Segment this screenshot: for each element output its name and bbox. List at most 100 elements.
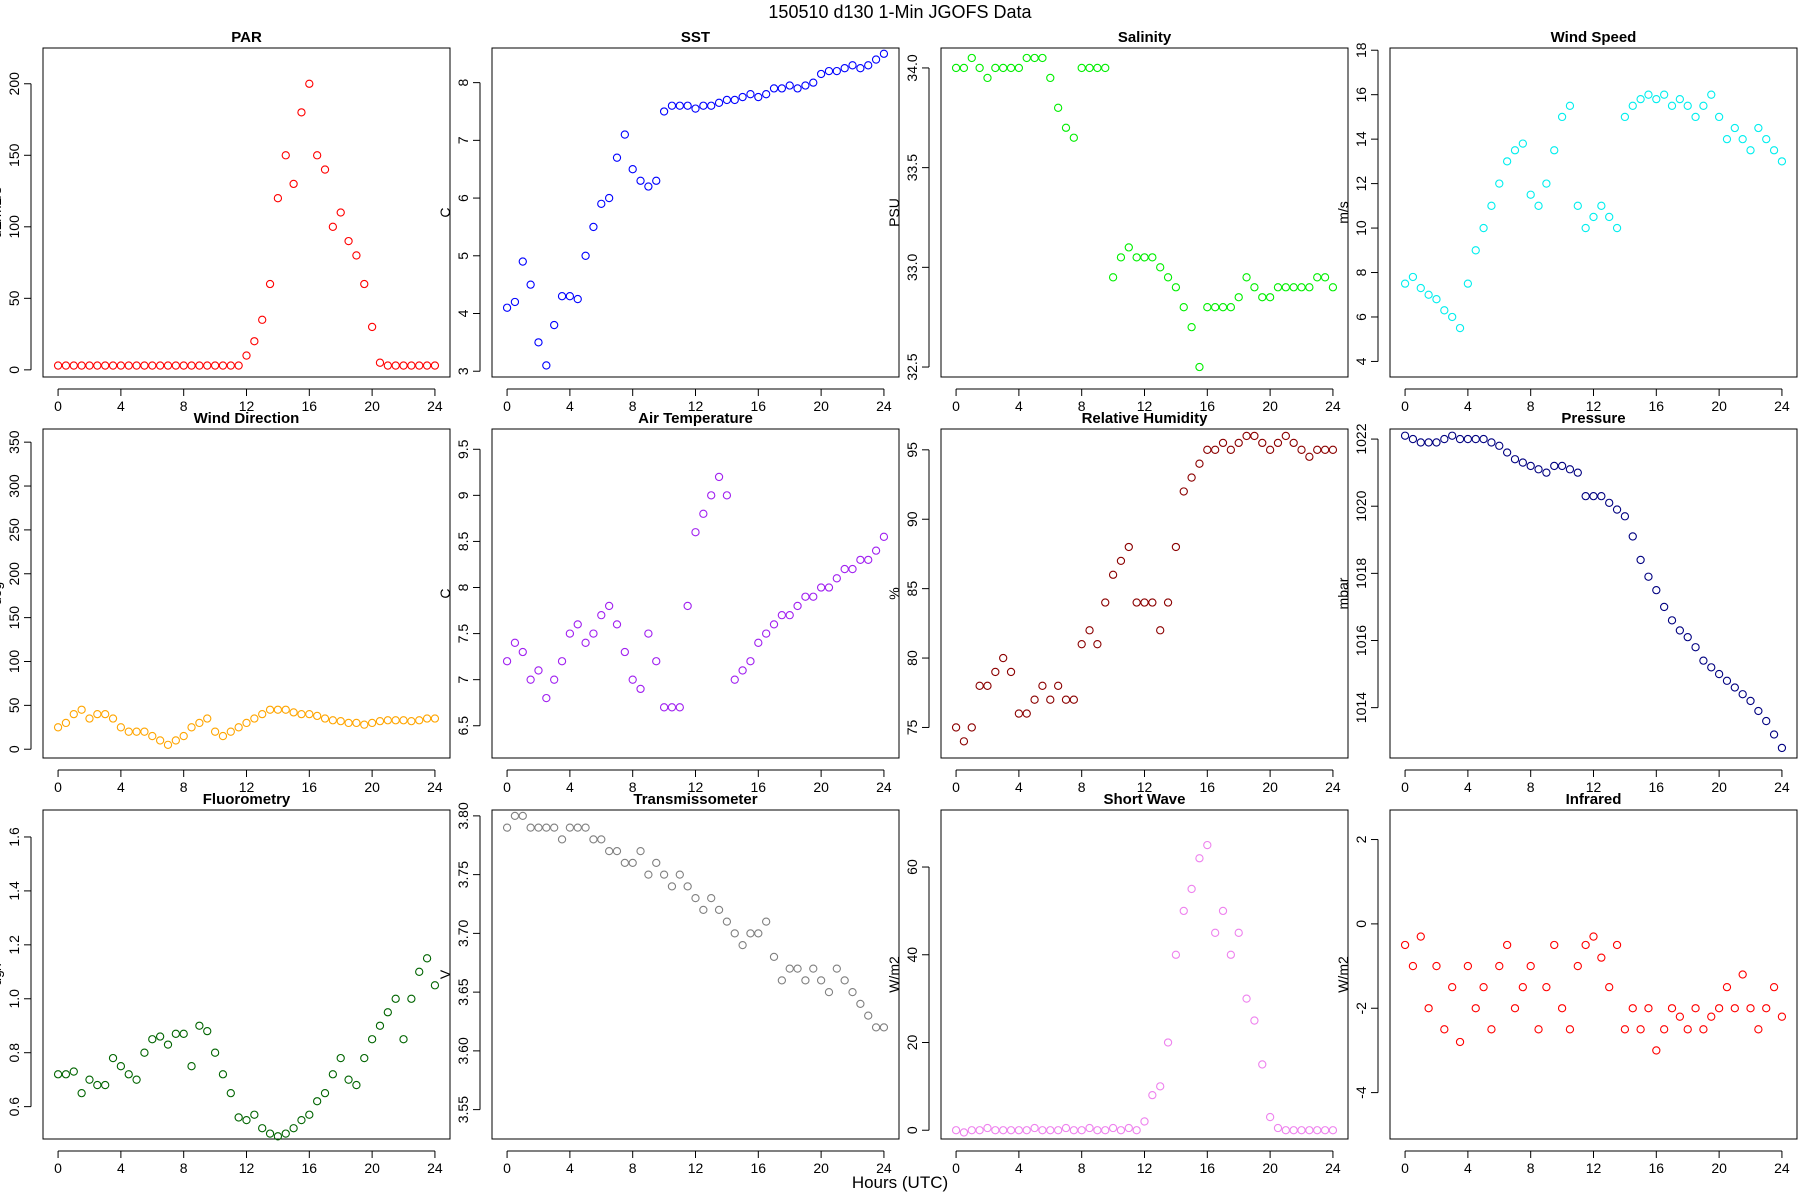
point (801, 81, 810, 90)
point (840, 976, 849, 985)
panel-title: Infrared (1566, 791, 1622, 808)
x-tick-label: 20 (813, 779, 829, 795)
point (1400, 431, 1410, 440)
point (1273, 1123, 1283, 1133)
y-tick-label: 60 (904, 859, 920, 875)
point (1730, 683, 1739, 692)
point (305, 79, 314, 88)
point (1187, 884, 1196, 894)
point (1187, 323, 1196, 332)
point (526, 823, 535, 832)
point (352, 718, 361, 728)
point (1620, 1025, 1630, 1034)
point (675, 101, 684, 110)
point (975, 1126, 984, 1135)
y-tick-label: 7 (455, 136, 471, 144)
y-tick-label: 7.5 (455, 624, 471, 644)
point (1218, 438, 1228, 448)
point (777, 84, 787, 93)
point (1573, 201, 1582, 210)
point (769, 952, 779, 962)
point (1242, 273, 1251, 282)
point (1416, 438, 1425, 447)
point (1660, 602, 1669, 612)
point (675, 870, 684, 879)
point (116, 723, 126, 732)
point (226, 361, 235, 370)
point (683, 882, 692, 891)
point (1265, 1112, 1275, 1122)
point (769, 84, 779, 93)
point (707, 893, 716, 903)
y-axis-label: W/m2 (886, 956, 902, 993)
point (336, 717, 345, 726)
x-axis-label: Hours (UTC) (852, 1173, 948, 1192)
point (1597, 201, 1606, 210)
panel: PAR uE/m2/s 0 4 8 12 16 20 24 0 50 100 150 200 (0, 29, 451, 414)
point (1313, 273, 1322, 282)
y-tick-label: 250 (6, 518, 22, 542)
point (1479, 983, 1488, 992)
point (785, 81, 794, 90)
point (344, 1075, 353, 1084)
point (1195, 459, 1204, 468)
point (573, 620, 582, 629)
point (265, 279, 275, 289)
point (1211, 445, 1220, 454)
point (659, 107, 669, 116)
point (683, 101, 692, 110)
point (840, 64, 849, 73)
point (824, 583, 834, 592)
point (1053, 1126, 1063, 1135)
point (1605, 212, 1614, 222)
point (871, 55, 881, 64)
x-tick-label: 4 (1015, 1160, 1023, 1176)
point (871, 546, 881, 555)
y-tick-label: 50 (6, 290, 22, 306)
plot-frame (42, 809, 451, 1140)
y-tick-label: 8 (1353, 268, 1369, 276)
point (1565, 1025, 1575, 1034)
y-tick-label: -4 (1353, 1086, 1369, 1099)
point (1179, 487, 1188, 496)
point (1675, 626, 1685, 635)
point (848, 61, 857, 70)
point (1265, 445, 1275, 454)
point (1006, 1126, 1016, 1135)
point (328, 1070, 338, 1079)
x-tick-label: 8 (1078, 398, 1086, 414)
point (1730, 123, 1739, 133)
x-tick-label: 20 (1711, 398, 1727, 414)
point (1289, 438, 1298, 448)
point (281, 1129, 290, 1138)
point (557, 835, 567, 844)
point (140, 727, 149, 736)
point (738, 940, 747, 950)
point (816, 69, 826, 79)
point (226, 1089, 235, 1098)
point (754, 92, 763, 102)
point (1557, 1004, 1567, 1013)
point (1203, 445, 1212, 454)
x-tick-label: 4 (566, 779, 574, 795)
point (187, 361, 196, 370)
point (793, 964, 802, 973)
point (195, 718, 204, 728)
point (1455, 323, 1465, 333)
x-tick-label: 20 (813, 1160, 829, 1176)
point (1581, 940, 1590, 950)
point (77, 361, 86, 370)
x-tick-label: 24 (427, 1160, 443, 1176)
point (542, 361, 551, 370)
point (1171, 542, 1181, 552)
point (983, 681, 992, 690)
point (1022, 53, 1031, 63)
point (1762, 134, 1771, 144)
point (999, 653, 1008, 663)
y-tick-label: 0 (6, 366, 22, 374)
y-tick-label: 8.5 (455, 531, 471, 551)
point (1722, 134, 1732, 144)
point (1226, 445, 1236, 454)
point (1691, 1004, 1700, 1013)
panel: Salinity PSU 0 4 8 12 16 20 24 32.5 33.0 33.5 34.0 (886, 29, 1349, 414)
